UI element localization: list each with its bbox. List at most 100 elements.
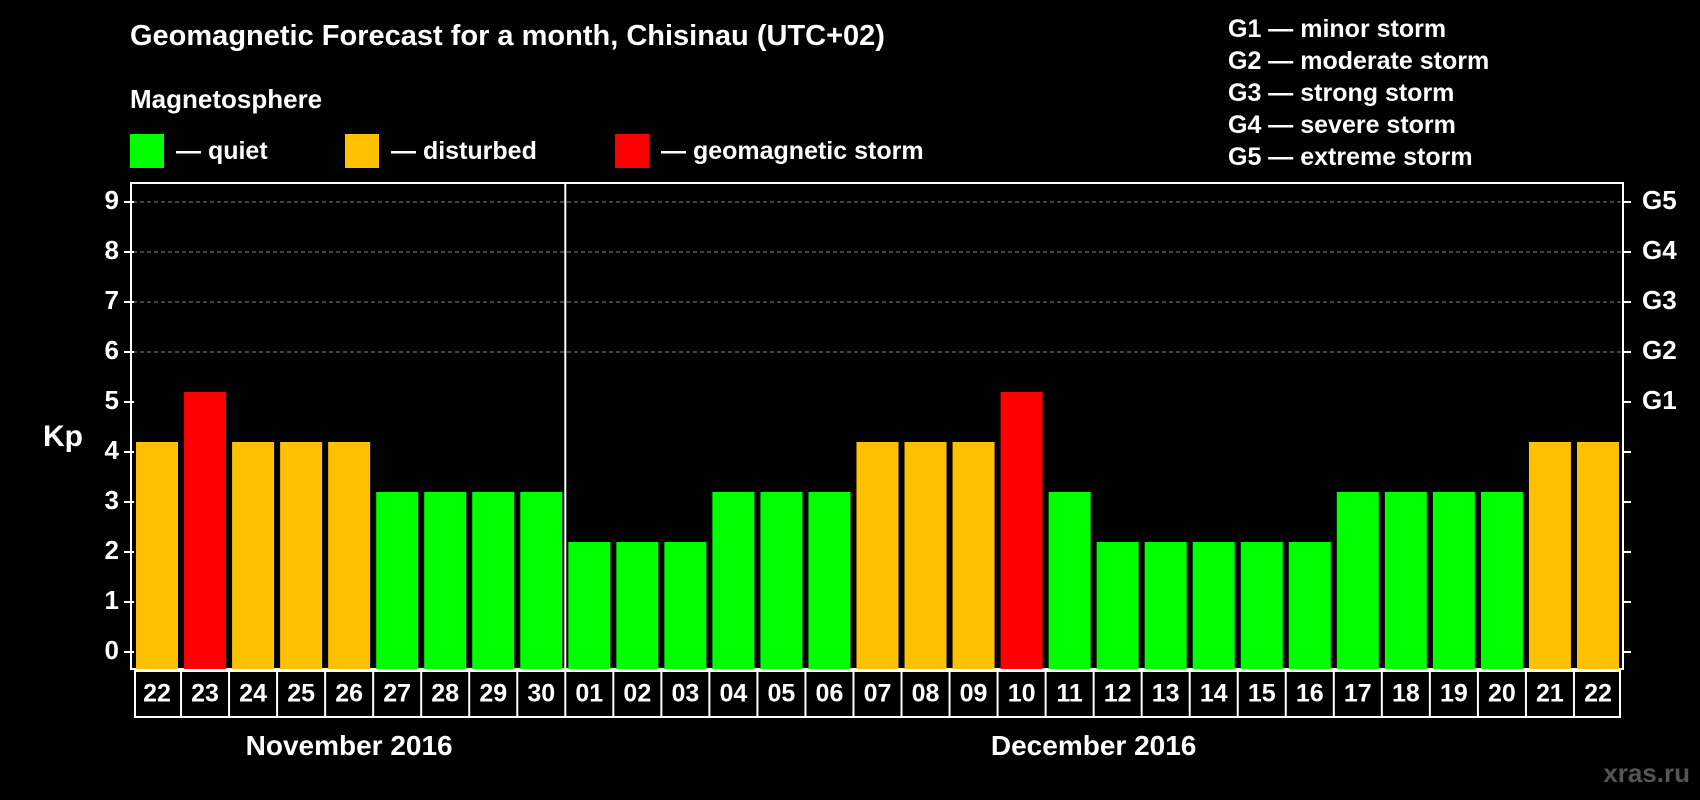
- y-tick-label-6: 6: [105, 335, 119, 365]
- bar-6: [424, 492, 467, 669]
- y-tick-label-1: 1: [105, 585, 119, 615]
- y-axis-label: Kp: [43, 420, 83, 453]
- g-label-g2: G2: [1642, 335, 1677, 365]
- date-label-24: 16: [1296, 680, 1324, 708]
- bar-14: [808, 492, 851, 669]
- date-label-2: 24: [239, 680, 267, 708]
- date-label-29: 21: [1536, 680, 1564, 708]
- month-label-0: November 2016: [246, 730, 453, 761]
- bar-18: [1000, 392, 1043, 669]
- axis-layer: 0 1 2 3 4 5 6 7 8 9 G1 G2 G3 G4 G5: [105, 183, 1677, 669]
- legend-disturbed: — disturbed: [345, 134, 537, 168]
- y-tick-label-8: 8: [105, 235, 119, 265]
- date-label-7: 29: [479, 680, 507, 708]
- date-row-frame: [134, 670, 1621, 718]
- legend-storm-swatch: [615, 134, 649, 168]
- storm-scale-g4: G4 — severe storm: [1228, 111, 1456, 139]
- g-label-g1: G1: [1642, 385, 1677, 415]
- date-label-19: 11: [1056, 680, 1083, 708]
- g-label-g5: G5: [1642, 185, 1677, 215]
- legend-storm-label: — geomagnetic storm: [661, 136, 924, 165]
- date-label-3: 25: [287, 680, 315, 708]
- date-label-10: 02: [623, 680, 651, 708]
- bar-10: [616, 542, 659, 669]
- date-label-9: 01: [575, 680, 603, 708]
- legend-disturbed-swatch: [345, 134, 379, 168]
- bar-26: [1384, 492, 1427, 669]
- bar-2: [232, 442, 275, 669]
- legend-disturbed-label: — disturbed: [391, 136, 537, 165]
- date-label-13: 05: [768, 680, 796, 708]
- date-label-15: 07: [864, 680, 892, 708]
- y-tick-label-3: 3: [105, 485, 119, 515]
- bar-layer: [136, 392, 1619, 669]
- date-label-26: 18: [1392, 680, 1420, 708]
- bar-16: [904, 442, 947, 669]
- legend-quiet-swatch: [130, 134, 164, 168]
- chart-title: Geomagnetic Forecast for a month, Chisin…: [130, 20, 885, 52]
- bar-19: [1048, 492, 1091, 669]
- bar-30: [1576, 442, 1619, 669]
- storm-scale-g1: G1 — minor storm: [1228, 15, 1447, 43]
- date-label-1: 23: [191, 680, 219, 708]
- bar-11: [664, 542, 707, 669]
- bar-5: [376, 492, 419, 669]
- y-tick-label-7: 7: [105, 285, 119, 315]
- bar-24: [1288, 542, 1331, 669]
- bar-0: [136, 442, 179, 669]
- chart-subtitle: Magnetosphere: [130, 84, 323, 114]
- date-label-11: 03: [671, 680, 699, 708]
- bar-20: [1096, 542, 1139, 669]
- storm-scale-g3: G3 — strong storm: [1228, 79, 1455, 107]
- y-tick-label-2: 2: [105, 535, 119, 565]
- bar-8: [520, 492, 563, 669]
- date-label-18: 10: [1008, 680, 1036, 708]
- y-tick-label-0: 0: [105, 635, 119, 665]
- y-tick-label-9: 9: [105, 185, 119, 215]
- storm-scale-g5: G5 — extreme storm: [1228, 143, 1473, 171]
- bar-28: [1480, 492, 1523, 669]
- legend-quiet-label: — quiet: [176, 136, 268, 165]
- date-label-4: 26: [335, 680, 363, 708]
- date-label-0: 22: [143, 680, 171, 708]
- bar-1: [184, 392, 227, 669]
- bar-12: [712, 492, 755, 669]
- bar-9: [568, 542, 611, 669]
- storm-scale-g2: G2 — moderate storm: [1228, 47, 1490, 75]
- month-label-1: December 2016: [991, 730, 1196, 761]
- date-label-21: 13: [1152, 680, 1180, 708]
- watermark: xras.ru: [1603, 758, 1690, 788]
- bar-13: [760, 492, 803, 669]
- date-label-5: 27: [383, 680, 411, 708]
- g-label-g3: G3: [1642, 285, 1677, 315]
- bar-25: [1336, 492, 1379, 669]
- legend-storm: — geomagnetic storm: [615, 134, 924, 168]
- date-label-23: 15: [1248, 680, 1276, 708]
- date-layer: 22 23 24 25 26 27 28 29 30 01 02 03 04 05 06 07 08 09 10 11…: [134, 670, 1621, 761]
- bar-4: [328, 442, 371, 669]
- date-label-12: 04: [719, 680, 747, 708]
- bar-21: [1144, 542, 1187, 669]
- date-label-25: 17: [1344, 680, 1372, 708]
- date-label-14: 06: [816, 680, 844, 708]
- date-label-17: 09: [960, 680, 988, 708]
- bar-3: [280, 442, 323, 669]
- bar-7: [472, 492, 515, 669]
- bar-23: [1240, 542, 1283, 669]
- date-label-30: 22: [1584, 680, 1612, 708]
- date-label-6: 28: [431, 680, 459, 708]
- legend-quiet: — quiet: [130, 134, 268, 168]
- date-label-8: 30: [527, 680, 555, 708]
- storm-scale-list: G1 — minor storm G2 — moderate storm G3 …: [1228, 13, 1489, 173]
- grid-layer: [133, 201, 1622, 353]
- date-label-27: 19: [1440, 680, 1468, 708]
- date-label-16: 08: [912, 680, 940, 708]
- date-label-22: 14: [1200, 680, 1228, 708]
- bar-15: [856, 442, 899, 669]
- bar-29: [1528, 442, 1571, 669]
- bar-27: [1432, 492, 1475, 669]
- date-label-28: 20: [1488, 680, 1516, 708]
- bar-17: [952, 442, 995, 669]
- date-label-20: 12: [1104, 680, 1132, 708]
